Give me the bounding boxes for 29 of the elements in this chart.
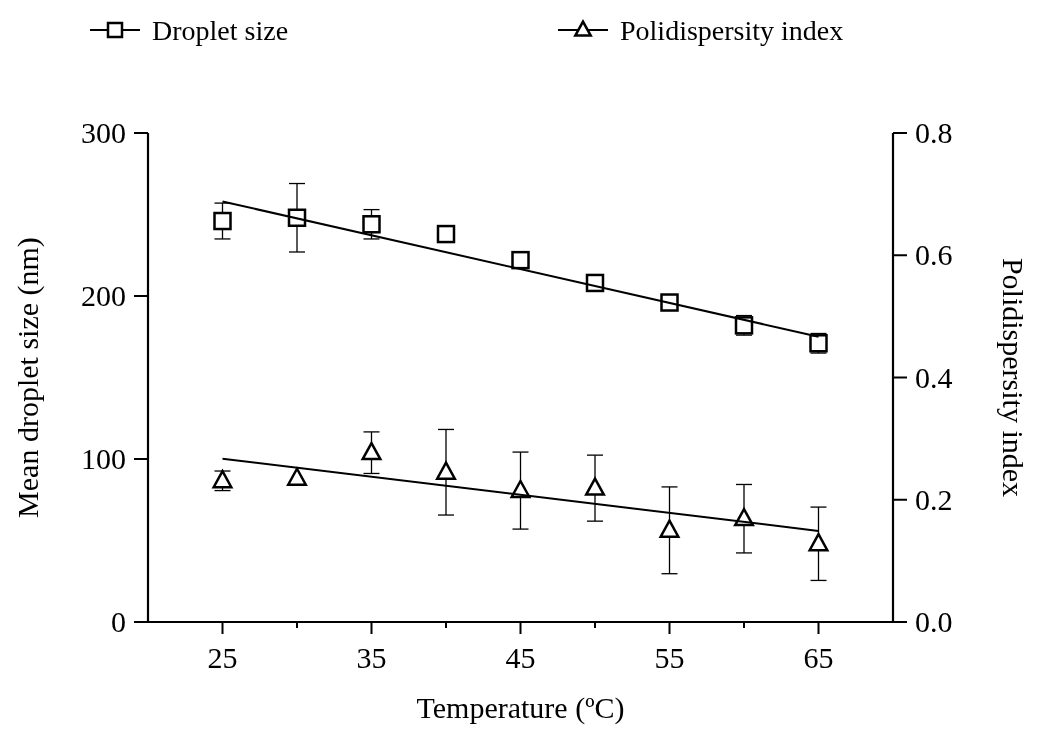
y-tick-label: 300 xyxy=(81,116,126,149)
x-axis-title: Temperature (ºC) xyxy=(416,691,625,725)
point xyxy=(511,250,530,270)
y2-axis-title: Polidispersity index xyxy=(997,257,1030,498)
legend-label: Droplet size xyxy=(152,15,289,46)
y2-tick-label: 0.2 xyxy=(915,482,953,516)
x-tick-label: 45 xyxy=(505,641,536,674)
y2-tick-label: 0.0 xyxy=(915,605,953,638)
x-tick-label: 25 xyxy=(207,641,238,674)
point xyxy=(584,477,606,496)
point xyxy=(286,467,308,487)
point xyxy=(361,441,382,461)
y2-tick-label: 0.4 xyxy=(915,360,953,394)
y2-tick-label: 0.8 xyxy=(915,116,953,149)
y-tick-label: 0 xyxy=(111,605,126,638)
x-tick-label: 55 xyxy=(654,641,685,674)
y-tick-label: 200 xyxy=(81,279,126,312)
y2-tick-label: 0.6 xyxy=(915,238,953,272)
point xyxy=(213,211,232,231)
y-tick-label: 100 xyxy=(81,442,126,475)
point xyxy=(435,461,457,480)
legend-label: Polidispersity index xyxy=(620,15,844,46)
y-axis-title: Mean droplet size (nm) xyxy=(11,237,45,518)
x-tick-label: 65 xyxy=(803,641,834,674)
point xyxy=(808,532,829,552)
point xyxy=(436,224,456,244)
point xyxy=(659,519,680,538)
x-tick-label: 35 xyxy=(356,641,387,674)
point xyxy=(362,215,381,234)
